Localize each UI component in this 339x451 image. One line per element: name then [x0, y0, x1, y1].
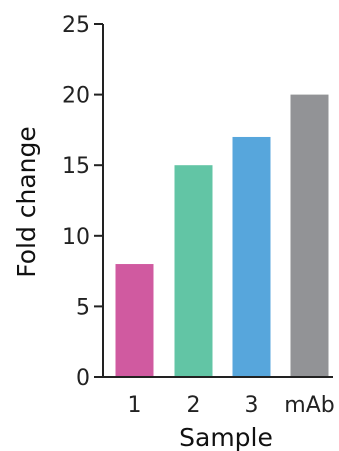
bars [115, 94, 329, 377]
bar-3 [232, 136, 271, 377]
x-axis-title: Sample [179, 423, 273, 451]
y-tick-label: 10 [62, 225, 90, 250]
y-axis: 0 5 10 15 20 25 [62, 13, 104, 391]
x-category-label: mAb [284, 393, 334, 418]
bar-1 [115, 264, 154, 377]
x-category-label: 2 [187, 393, 201, 418]
x-axis: 1 2 3 mAb [103, 376, 335, 418]
y-tick-label: 25 [62, 13, 90, 38]
x-category-label: 3 [245, 393, 259, 418]
bar-mab [290, 94, 329, 377]
y-tick-label: 5 [76, 295, 90, 320]
y-tick-label: 0 [76, 366, 90, 391]
y-tick-label: 20 [62, 84, 90, 109]
x-category-label: 1 [128, 393, 142, 418]
y-axis-title: Fold change [12, 126, 41, 278]
bar-2 [174, 165, 213, 377]
y-tick-label: 15 [62, 154, 90, 179]
